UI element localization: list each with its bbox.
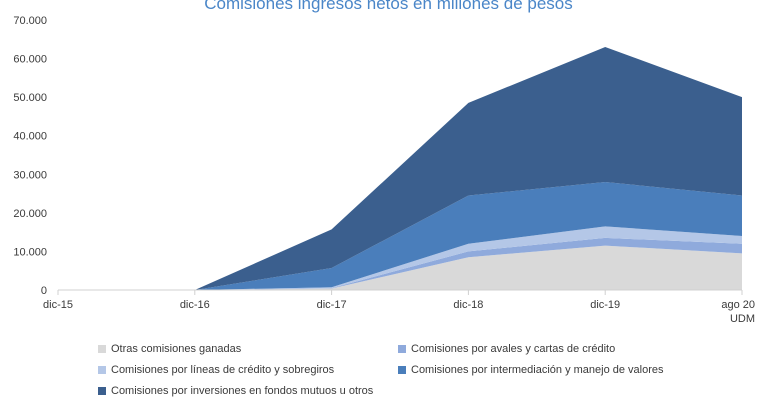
legend-label: Otras comisiones ganadas xyxy=(111,343,242,355)
x-tick-label: dic-19 xyxy=(590,299,620,311)
y-tick-label: 30.000 xyxy=(13,169,47,181)
legend-label: Comisiones por inversiones en fondos mut… xyxy=(111,385,374,397)
legend-item: Comisiones por líneas de crédito y sobre… xyxy=(98,364,334,376)
x-tick-label: dic-17 xyxy=(317,299,347,311)
legend-item: Otras comisiones ganadas xyxy=(98,343,241,355)
legend-item: Comisiones por inversiones en fondos mut… xyxy=(98,385,373,397)
y-tick-label: 70.000 xyxy=(13,15,47,27)
x-tick-label: dic-18 xyxy=(453,299,483,311)
y-tick-label: 20.000 xyxy=(13,208,47,220)
legend-item: Comisiones por avales y cartas de crédit… xyxy=(398,343,615,355)
y-tick-label: 50.000 xyxy=(13,92,47,104)
legend-label: Comisiones por avales y cartas de crédit… xyxy=(411,343,616,355)
area-series-5 xyxy=(58,47,742,290)
y-tick-label: 0 xyxy=(41,285,47,297)
area-series-1 xyxy=(58,245,742,290)
x-tick-label: dic-15 xyxy=(43,299,73,311)
x-tick-label: ago 20 xyxy=(721,299,755,311)
chart-title: Comisiones ingresos netos en millones de… xyxy=(204,0,573,13)
legend-swatch xyxy=(98,345,106,353)
legend-label: Comisiones por líneas de crédito y sobre… xyxy=(111,364,335,376)
legend-swatch xyxy=(398,366,406,374)
legend-item: Comisiones por intermediación y manejo d… xyxy=(398,364,664,376)
legend-label: Comisiones por intermediación y manejo d… xyxy=(411,364,664,376)
x-tick-label: dic-16 xyxy=(180,299,210,311)
y-tick-label: 40.000 xyxy=(13,131,47,143)
x-tick-sublabel: UDM xyxy=(730,313,755,325)
legend-swatch xyxy=(398,345,406,353)
area-series-2 xyxy=(58,237,742,290)
legend-swatch xyxy=(98,387,106,395)
area-series-3 xyxy=(58,226,742,290)
area-series-4 xyxy=(58,182,742,290)
y-tick-label: 60.000 xyxy=(13,54,47,66)
y-tick-label: 10.000 xyxy=(13,246,47,258)
legend-swatch xyxy=(98,366,106,374)
